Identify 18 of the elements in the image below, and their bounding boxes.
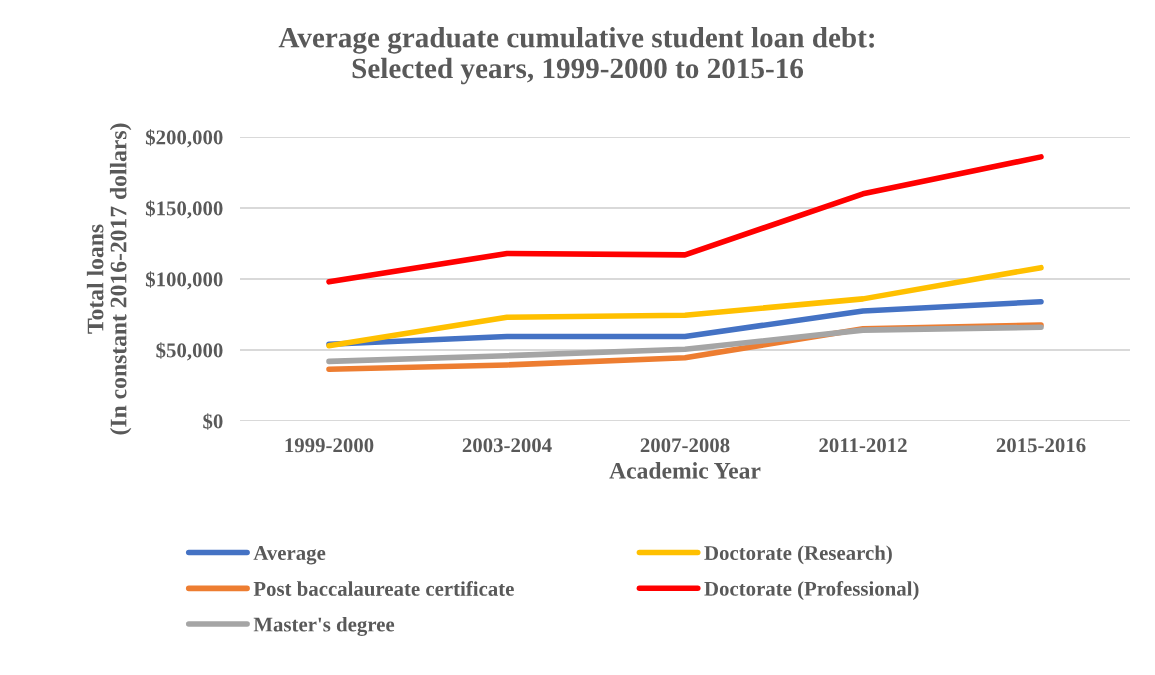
chart-title: Average graduate cumulative student loan debt: Selected years, 1999-2000 to 2015-16 [278, 27, 874, 85]
y-axis-title: Total loans (In constant 2016-2017 dollars) [86, 123, 132, 435]
x-axis-title: Academic Year [609, 462, 761, 479]
legend-label: Post baccalaureate certificate [253, 581, 514, 596]
y-tick-label: $200,000 [145, 129, 223, 148]
x-tick-label: 2003-2004 [462, 438, 552, 453]
y-tick-label: $150,000 [145, 200, 223, 219]
legend-label: Doctorate (Research) [704, 545, 892, 565]
x-tick-label: 1999-2000 [285, 438, 374, 453]
x-tick-label: 2011-2012 [819, 438, 907, 453]
legend-label: Master's degree [253, 616, 395, 636]
legend-label: Doctorate (Professional) [704, 580, 919, 601]
x-tick-label: 2015-2016 [996, 438, 1086, 453]
legend-label: Average [253, 546, 326, 565]
y-tick-label: $100,000 [145, 271, 223, 290]
y-tick-label: $50,000 [156, 342, 223, 361]
x-tick-label: 2007-2008 [640, 438, 730, 453]
y-tick-label: $0 [203, 413, 223, 430]
